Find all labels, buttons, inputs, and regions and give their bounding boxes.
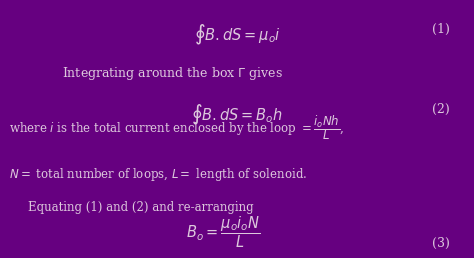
Text: (1): (1)	[432, 23, 450, 36]
Text: (3): (3)	[432, 237, 450, 250]
Text: $N =$ total number of loops, $L =$ length of solenoid.: $N =$ total number of loops, $L =$ lengt…	[9, 166, 308, 183]
Text: where $i$ is the total current enclosed by the loop $= \dfrac{i_o Nh}{L}$,: where $i$ is the total current enclosed …	[9, 113, 345, 142]
Text: $\oint B.dS = B_o h$: $\oint B.dS = B_o h$	[191, 103, 283, 127]
Text: (2): (2)	[432, 103, 450, 116]
Text: Integrating around the box $\Gamma$ gives: Integrating around the box $\Gamma$ give…	[62, 64, 283, 82]
Text: $B_o = \dfrac{\mu_o i_o N}{L}$: $B_o = \dfrac{\mu_o i_o N}{L}$	[185, 215, 260, 250]
Text: $\oint B.dS = \mu_o i$: $\oint B.dS = \mu_o i$	[193, 23, 281, 47]
Text: Equating (1) and (2) and re-arranging: Equating (1) and (2) and re-arranging	[28, 201, 254, 214]
